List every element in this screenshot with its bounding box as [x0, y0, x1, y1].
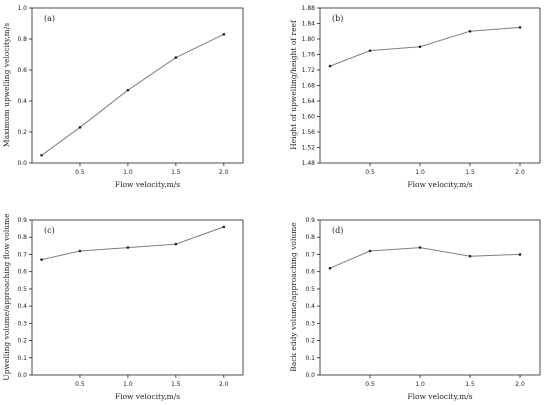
- series-line: [41, 33, 225, 156]
- data-point: [40, 258, 43, 261]
- y-tick-label: 0.7: [17, 251, 27, 258]
- y-axis-title: Height of upwelling/height of reef: [289, 19, 298, 150]
- plot-frame: [31, 219, 244, 376]
- panel-d: 0.0 0.1 0.2 0.3 0.4 0.5 0.6 0.7 0.8 0.9 0.5 1.0 1.5 2…: [289, 217, 541, 401]
- panel-label: (d): [332, 226, 343, 235]
- y-tick-label: 1.76: [302, 52, 316, 59]
- x-tick-label: 1.0: [415, 381, 425, 388]
- y-tick-label: 0.2: [305, 338, 315, 345]
- y-tick-label: 0.5: [17, 286, 27, 293]
- data-point: [78, 126, 82, 129]
- x-tick-label: 2.0: [219, 169, 229, 176]
- y-tick-label: 0.3: [17, 320, 27, 327]
- x-tick-label: 2.0: [515, 169, 525, 176]
- plot-frame: [31, 7, 244, 164]
- y-tick-label: 1.68: [302, 83, 316, 90]
- x-axis-title: Flow velocity,m/s: [407, 392, 472, 401]
- data-point: [518, 253, 522, 256]
- data-point: [328, 64, 332, 68]
- data-point: [174, 242, 178, 246]
- y-tick-label: 1.88: [302, 5, 316, 12]
- data-point: [328, 266, 332, 270]
- plot-frame: [319, 7, 541, 164]
- data-point: [468, 29, 472, 33]
- series-line: [41, 226, 224, 261]
- y-axis-title: Upwelling volume/approaching flow volume: [2, 213, 11, 381]
- y-tick-label: 1.80: [302, 36, 316, 43]
- data-point: [40, 153, 43, 157]
- panel-label: (a): [44, 14, 55, 23]
- panel-label: (b): [332, 14, 343, 23]
- x-tick-label: 0.5: [365, 381, 375, 388]
- data-point: [78, 249, 82, 253]
- y-tick-label: 0.4: [305, 303, 315, 310]
- y-tick-label: 0.8: [305, 234, 315, 241]
- x-tick-label: 1.5: [465, 169, 475, 176]
- data-point: [368, 249, 372, 253]
- y-tick-label: 0.4: [17, 98, 27, 105]
- x-tick-label: 2.0: [219, 381, 229, 388]
- y-tick-label: 1.72: [302, 67, 316, 74]
- x-tick-label: 1.0: [415, 169, 425, 176]
- y-tick-label: 0.5: [305, 286, 315, 293]
- data-point: [418, 45, 422, 49]
- x-axis-title: Flow velocity,m/s: [407, 180, 472, 189]
- y-tick-label: 0.6: [305, 269, 315, 276]
- data-point: [468, 254, 472, 258]
- data-point: [222, 225, 226, 229]
- y-tick-label: 0.8: [17, 36, 27, 43]
- x-tick-label: 1.5: [171, 169, 181, 176]
- y-tick-label: 0.6: [17, 67, 27, 74]
- data-point: [518, 26, 522, 29]
- series-line: [329, 26, 521, 67]
- panel-c: 0.0 0.1 0.2 0.3 0.4 0.5 0.6 0.7 0.8 0.9 0.5 1.0 1.5 2…: [2, 213, 244, 401]
- y-tick-label: 0.9: [305, 217, 315, 224]
- x-tick-label: 0.5: [75, 169, 85, 176]
- data-point: [126, 88, 130, 92]
- y-tick-label: 0.8: [17, 234, 27, 241]
- y-tick-label: 0.0: [305, 372, 315, 379]
- data-point: [222, 33, 226, 36]
- x-tick-label: 1.5: [465, 381, 475, 388]
- y-tick-label: 0.9: [17, 217, 27, 224]
- x-tick-label: 0.5: [365, 169, 375, 176]
- y-tick-label: 1.48: [302, 160, 316, 167]
- x-tick-label: 0.5: [75, 381, 85, 388]
- data-point: [126, 246, 130, 249]
- y-tick-label: 0.1: [305, 355, 315, 362]
- panel-a: 0.0 0.2 0.4 0.6 0.8 1.0 0.5 1.0 1.5 2.0 Flow veloc…: [2, 5, 244, 189]
- panel-b: 1.48 1.52 1.56 1.60 1.64 1.68 1.72 1.76 1.80 1.84…: [289, 5, 541, 189]
- y-tick-label: 0.1: [17, 355, 27, 362]
- y-tick-label: 0.0: [17, 372, 27, 379]
- data-point: [418, 246, 422, 249]
- y-tick-label: 0.2: [17, 129, 27, 136]
- data-point: [174, 56, 178, 59]
- y-tick-label: 0.3: [305, 320, 315, 327]
- y-tick-label: 0.6: [17, 269, 27, 276]
- y-axis-title: Maximum upwelling velocity,m/s: [2, 23, 11, 147]
- y-tick-label: 1.84: [302, 21, 316, 28]
- panel-label: (c): [44, 226, 55, 235]
- series-line: [329, 247, 521, 269]
- y-tick-label: 0.0: [17, 160, 27, 167]
- y-tick-label: 1.52: [302, 145, 316, 152]
- x-axis-title: Flow velocity,m/s: [115, 392, 180, 401]
- plot-frame: [319, 219, 541, 376]
- y-axis-title: Back eddy volume/approaching volume: [289, 222, 298, 372]
- x-tick-label: 2.0: [515, 381, 525, 388]
- x-tick-label: 1.5: [171, 381, 181, 388]
- y-tick-label: 1.0: [17, 5, 27, 12]
- y-tick-label: 1.64: [302, 98, 316, 105]
- y-tick-label: 0.4: [17, 303, 27, 310]
- data-point: [368, 49, 372, 52]
- y-tick-label: 1.56: [302, 129, 316, 136]
- y-tick-label: 0.2: [17, 338, 27, 345]
- y-tick-label: 0.7: [305, 251, 315, 258]
- x-tick-label: 1.0: [123, 381, 133, 388]
- x-axis-title: Flow velocity,m/s: [115, 180, 180, 189]
- y-tick-label: 1.60: [302, 114, 316, 121]
- x-tick-label: 1.0: [123, 169, 133, 176]
